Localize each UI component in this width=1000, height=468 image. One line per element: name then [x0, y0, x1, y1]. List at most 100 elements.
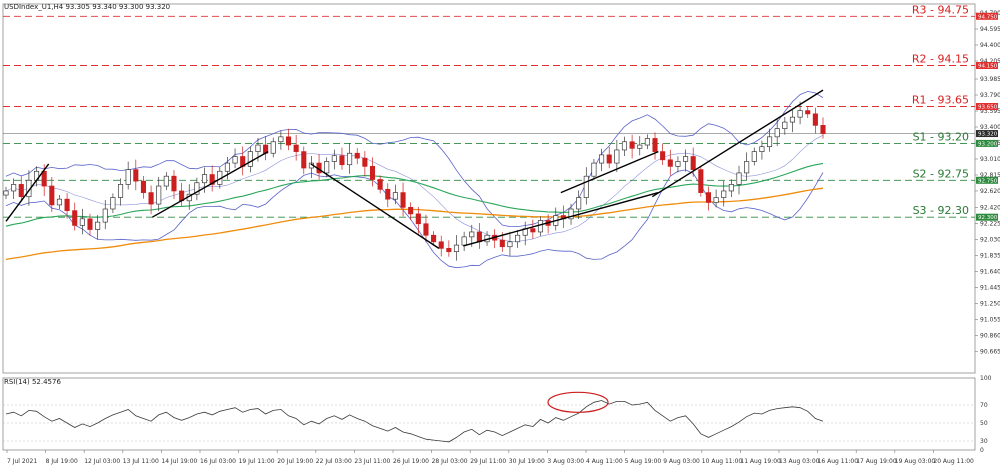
- x-tick-label: 13 Aug 03:00: [779, 458, 820, 465]
- candle-body: [140, 180, 146, 193]
- candle: [721, 180, 727, 207]
- candle: [270, 137, 276, 158]
- candle: [117, 178, 124, 206]
- trendline: [651, 89, 824, 198]
- candle: [102, 199, 108, 230]
- candle-body: [660, 151, 666, 161]
- candle-body: [667, 159, 673, 167]
- candle-body: [820, 125, 826, 134]
- level-price-tag: [976, 12, 998, 20]
- candle: [644, 134, 650, 150]
- rsi-tick-label: 100: [980, 375, 992, 382]
- level-price-tag-text: 93.650: [978, 105, 998, 111]
- candle-body: [209, 174, 215, 185]
- candle-body: [194, 182, 200, 195]
- candle-body: [224, 162, 230, 172]
- rsi-line: [5, 400, 824, 443]
- candle-body: [415, 213, 421, 225]
- candle-body: [721, 190, 727, 198]
- x-tick-label: 20 Jul 19:00: [277, 458, 313, 465]
- candle-body: [568, 208, 574, 220]
- candle-body: [644, 138, 650, 146]
- candle: [140, 176, 146, 199]
- candle: [660, 143, 666, 165]
- candle: [209, 165, 215, 192]
- level-price-tag-text: 94.750: [978, 14, 998, 20]
- candle: [148, 185, 154, 215]
- candle: [744, 152, 750, 180]
- rsi-tick-label: 0: [980, 447, 984, 454]
- candle: [110, 193, 116, 214]
- price-panel-frame: [2, 3, 976, 374]
- candle: [652, 132, 658, 160]
- candle-body: [232, 156, 238, 164]
- candle-body: [369, 166, 376, 180]
- candle: [675, 156, 681, 173]
- y-tick-label: 94.595: [980, 26, 1000, 33]
- y-tick-label: 92.030: [980, 236, 1000, 243]
- x-tick-label: 5 Aug 19:00: [625, 458, 662, 465]
- candle-body: [812, 113, 818, 126]
- candle-body: [446, 248, 452, 252]
- candle-body: [805, 110, 811, 115]
- candle: [515, 230, 521, 248]
- candle-body: [774, 128, 780, 138]
- candle: [530, 219, 536, 240]
- candle: [156, 177, 162, 212]
- candle: [453, 235, 460, 261]
- x-tick-label: 22 Jul 03:00: [316, 458, 352, 465]
- candle: [537, 216, 544, 237]
- candle-body: [637, 144, 643, 149]
- candle: [247, 146, 253, 173]
- y-tick-label: 92.620: [980, 188, 1000, 195]
- rsi-panel-frame: [2, 377, 976, 451]
- candle-body: [591, 162, 597, 177]
- bollinger-middle-band: [5, 134, 824, 242]
- y-tick-label: 93.985: [980, 76, 1000, 83]
- candle-body: [453, 244, 460, 252]
- candle-body: [201, 174, 208, 184]
- candle-body: [270, 141, 276, 154]
- candle: [232, 148, 238, 169]
- candle: [354, 148, 360, 165]
- candle-body: [461, 236, 467, 246]
- candle-body: [133, 169, 139, 182]
- candle-body: [347, 152, 353, 166]
- candle-body: [476, 231, 482, 243]
- candle: [400, 182, 406, 217]
- candle-body: [789, 116, 796, 123]
- x-tick-label: 16 Jul 03:00: [200, 458, 236, 465]
- rsi-header: RSI(14) 52.4576: [4, 378, 61, 386]
- candle: [446, 240, 452, 257]
- y-tick-label: 90.665: [980, 348, 1000, 355]
- candle: [629, 134, 635, 159]
- candle: [347, 143, 353, 174]
- x-tick-label: 14 Jul 19:00: [161, 458, 197, 465]
- x-tick-label: 10 Aug 11:00: [702, 458, 743, 465]
- level-price-tag-text: 94.150: [978, 64, 998, 70]
- candle-body: [606, 154, 612, 164]
- candle-body: [392, 192, 398, 200]
- x-tick-label: 17 Aug 19:00: [856, 458, 897, 465]
- candle: [614, 139, 620, 173]
- candle-body: [713, 197, 719, 203]
- candle: [201, 167, 208, 193]
- candle-body: [41, 170, 47, 187]
- candle-body: [629, 141, 635, 149]
- candle-body: [652, 138, 658, 152]
- candle-body: [255, 144, 261, 152]
- candle: [767, 128, 773, 152]
- candle: [583, 167, 589, 205]
- candle-body: [499, 239, 505, 248]
- candle: [362, 151, 368, 177]
- candle-body: [385, 188, 391, 200]
- bollinger-lower-band: [5, 169, 824, 269]
- bollinger-upper-band: [5, 90, 824, 227]
- candle: [293, 135, 299, 161]
- level-price-tag-text: 93.200: [978, 141, 998, 147]
- rsi-tick-label: 70: [980, 402, 988, 409]
- candle: [637, 136, 643, 156]
